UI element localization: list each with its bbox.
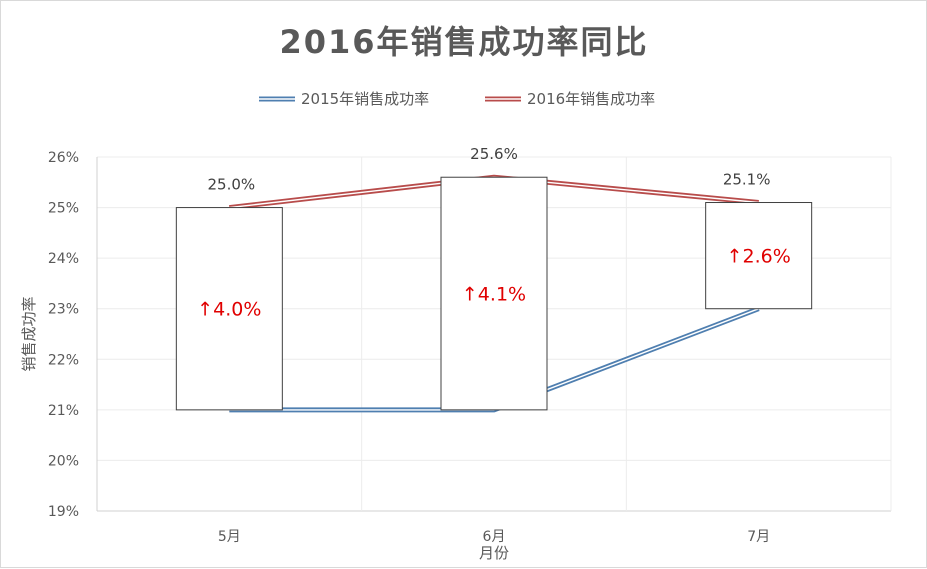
y-tick-label: 21% bbox=[48, 403, 79, 419]
y-tick-label: 25% bbox=[48, 201, 79, 217]
x-axis-title: 月份 bbox=[479, 544, 509, 562]
y-axis-ticks: 19% 20% 21% 22% 23% 24% 25% 26% bbox=[48, 150, 79, 520]
y-tick-label: 20% bbox=[48, 453, 79, 469]
data-label-2016: 25.6% bbox=[470, 145, 518, 163]
legend-label: 2015年销售成功率 bbox=[301, 90, 429, 108]
x-tick-label: 7月 bbox=[747, 529, 770, 545]
y-tick-label: 22% bbox=[48, 352, 79, 368]
data-label-2016: 25.1% bbox=[723, 171, 771, 189]
difference-label: ↑2.6% bbox=[727, 246, 791, 268]
data-labels: ↑4.0% 25.0% ↑4.1% 25.6% ↑2.6% 25.1% bbox=[197, 145, 791, 320]
difference-boxes bbox=[175, 176, 813, 411]
y-tick-label: 24% bbox=[48, 251, 79, 267]
legend: 2015年销售成功率 2016年销售成功率 bbox=[259, 90, 655, 108]
x-tick-label: 5月 bbox=[218, 529, 241, 545]
chart-title: 2016年销售成功率同比 bbox=[279, 23, 648, 61]
difference-label: ↑4.0% bbox=[197, 299, 261, 321]
difference-box bbox=[175, 207, 283, 411]
x-axis-ticks: 5月 6月 7月 bbox=[218, 529, 770, 545]
difference-label: ↑4.1% bbox=[462, 284, 526, 306]
y-tick-label: 26% bbox=[48, 150, 79, 166]
y-tick-label: 23% bbox=[48, 302, 79, 318]
legend-label: 2016年销售成功率 bbox=[527, 90, 655, 108]
difference-box bbox=[440, 176, 548, 411]
difference-box bbox=[705, 202, 813, 310]
data-label-2016: 25.0% bbox=[208, 176, 256, 194]
y-tick-label: 19% bbox=[48, 504, 79, 520]
y-axis-title: 销售成功率 bbox=[20, 296, 38, 371]
x-tick-label: 6月 bbox=[483, 529, 506, 545]
